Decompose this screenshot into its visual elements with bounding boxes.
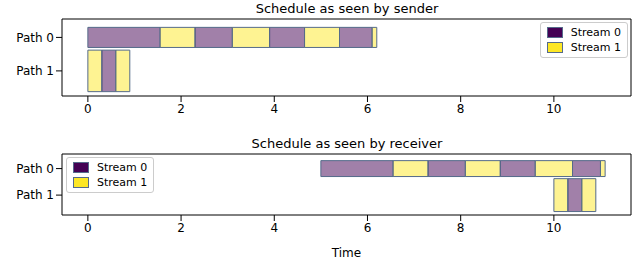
- svg-text:0: 0: [84, 221, 92, 235]
- svg-text:2: 2: [177, 102, 185, 116]
- html-text:Schedule as seen by sender: Schedule as seen by sender: [255, 1, 439, 16]
- svg-text:0: 0: [84, 102, 92, 116]
- svg-text:Path 0: Path 0: [16, 162, 54, 176]
- html-text:Stream 0: Stream 0: [97, 161, 148, 174]
- html-text:Schedule as seen by receiver: Schedule as seen by receiver: [251, 136, 443, 151]
- svg-text:10: 10: [546, 221, 561, 235]
- html-text:Stream 1: Stream 1: [97, 176, 148, 189]
- svg-text:10: 10: [546, 102, 561, 116]
- svg-text:6: 6: [364, 221, 372, 235]
- svg-text:Time: Time: [331, 246, 361, 259]
- svg-text:4: 4: [270, 221, 278, 235]
- html-text:Stream 1: Stream 1: [570, 41, 621, 54]
- svg-text:Path 1: Path 1: [16, 64, 54, 78]
- svg-text:Path 1: Path 1: [16, 188, 54, 202]
- html-text:Stream 0: Stream 0: [570, 26, 621, 39]
- svg-text:6: 6: [364, 102, 372, 116]
- svg-text:Path 0: Path 0: [16, 31, 54, 45]
- svg-text:8: 8: [457, 221, 465, 235]
- svg-text:8: 8: [457, 102, 465, 116]
- svg-text:4: 4: [270, 102, 278, 116]
- svg-text:2: 2: [177, 221, 185, 235]
